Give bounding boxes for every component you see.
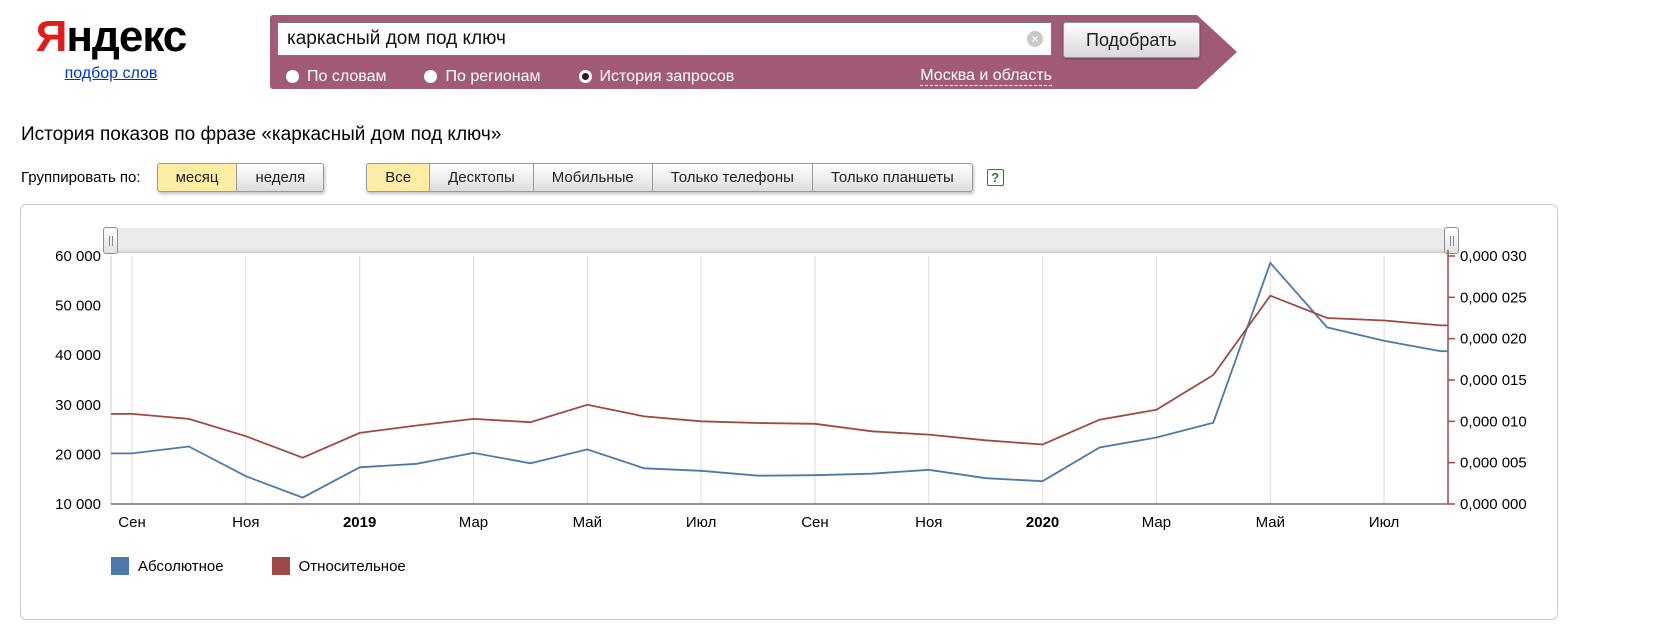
submit-button[interactable]: Подобрать <box>1063 22 1200 58</box>
search-panel: × Подобрать По словам По регионам Истори… <box>270 15 1237 89</box>
svg-text:Ноя: Ноя <box>915 514 942 531</box>
mode-history[interactable]: История запросов <box>579 68 735 86</box>
mode-by-words[interactable]: По словам <box>286 68 386 86</box>
svg-text:Ноя: Ноя <box>232 514 259 531</box>
svg-text:Май: Май <box>573 514 602 531</box>
tab-phones-only[interactable]: Только телефоны <box>651 163 813 192</box>
search-input[interactable] <box>277 22 1052 56</box>
wordstat-link[interactable]: подбор слов <box>64 64 158 82</box>
grip-icon <box>108 235 113 246</box>
search-modes: По словам По регионам История запросов М… <box>286 64 1052 89</box>
region-link[interactable]: Москва и область <box>920 67 1052 84</box>
page-title: История показов по фразе «каркасный дом … <box>21 124 502 145</box>
device-tabs: Все Десктопы Мобильные Только телефоны Т… <box>366 163 973 192</box>
range-slider-handle-right[interactable] <box>1444 227 1459 254</box>
legend-label: Абсолютное <box>138 557 224 575</box>
svg-text:Май: Май <box>1256 514 1285 531</box>
help-icon[interactable]: ? <box>986 169 1004 186</box>
yandex-logo[interactable]: Яндекс <box>35 12 188 63</box>
group-by-month-button[interactable]: месяц <box>156 163 238 192</box>
mode-label: По регионам <box>445 67 541 85</box>
chart-legend: Абсолютное Относительное <box>111 557 406 575</box>
mode-label: По словам <box>307 67 387 85</box>
range-slider-handle-left[interactable] <box>103 227 118 254</box>
svg-text:0,000 030: 0,000 030 <box>1460 248 1527 265</box>
grip-icon <box>1449 235 1454 246</box>
radio-icon-selected <box>579 70 592 83</box>
svg-text:Июл: Июл <box>1369 514 1399 531</box>
svg-text:2020: 2020 <box>1026 514 1059 531</box>
mode-by-regions[interactable]: По регионам <box>424 68 540 86</box>
svg-text:0,000 005: 0,000 005 <box>1460 455 1527 472</box>
svg-text:Июл: Июл <box>686 514 716 531</box>
range-slider-track[interactable] <box>103 227 1459 254</box>
clear-icon[interactable]: × <box>1027 31 1043 47</box>
history-chart: Сен Ноя 2019 Мар Май Июл Сен Ноя 2020 Мар Май Июл 60… <box>55 248 1527 531</box>
legend-item-relative: Относительное <box>271 557 406 575</box>
yandex-logo-ya: Я <box>35 12 68 61</box>
tab-tablets-only[interactable]: Только планшеты <box>811 163 973 192</box>
svg-text:0,000 000: 0,000 000 <box>1460 496 1527 513</box>
radio-icon <box>424 70 437 83</box>
svg-text:0,000 015: 0,000 015 <box>1460 372 1527 389</box>
chart-panel: Сен Ноя 2019 Мар Май Июл Сен Ноя 2020 Мар Май Июл 60… <box>20 204 1558 620</box>
legend-item-absolute: Абсолютное <box>111 557 224 575</box>
svg-text:50 000: 50 000 <box>55 298 101 315</box>
svg-text:10 000: 10 000 <box>55 496 101 513</box>
svg-text:0,000 020: 0,000 020 <box>1460 331 1527 348</box>
tab-all-devices[interactable]: Все <box>366 163 431 192</box>
svg-text:2019: 2019 <box>343 514 376 531</box>
svg-text:0,000 010: 0,000 010 <box>1460 413 1527 430</box>
group-by-buttons: месяц неделя <box>156 163 325 192</box>
yandex-logo-rest: ндекс <box>66 12 187 61</box>
svg-text:Мар: Мар <box>459 514 488 531</box>
svg-text:Сен: Сен <box>801 514 828 531</box>
svg-text:Сен: Сен <box>118 514 145 531</box>
svg-text:0,000 025: 0,000 025 <box>1460 289 1527 306</box>
legend-label: Относительное <box>298 557 406 575</box>
legend-swatch-absolute <box>111 557 129 575</box>
tab-mobile[interactable]: Мобильные <box>532 163 653 192</box>
svg-text:Мар: Мар <box>1142 514 1171 531</box>
logo-block: Яндекс подбор слов <box>35 12 188 83</box>
group-by-week-button[interactable]: неделя <box>236 163 325 192</box>
svg-text:60 000: 60 000 <box>55 248 101 265</box>
controls-bar: Группировать по: месяц неделя Все Дескто… <box>21 163 1004 192</box>
svg-text:30 000: 30 000 <box>55 397 101 414</box>
legend-swatch-relative <box>271 557 290 575</box>
group-by-label: Группировать по: <box>21 169 141 186</box>
radio-icon <box>286 70 299 83</box>
search-input-wrap: × <box>277 22 1052 56</box>
svg-text:40 000: 40 000 <box>55 347 101 364</box>
svg-text:20 000: 20 000 <box>55 446 101 463</box>
tab-desktops[interactable]: Десктопы <box>429 163 534 192</box>
mode-label: История запросов <box>599 67 735 85</box>
search-row: × Подобрать <box>277 22 1200 58</box>
